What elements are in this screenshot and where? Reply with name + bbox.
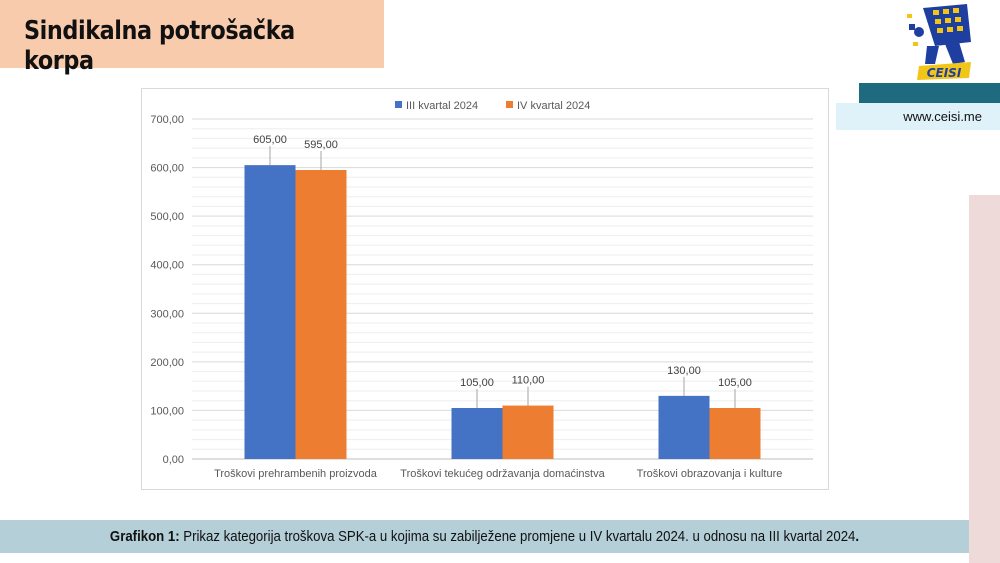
y-tick-label: 600,00: [150, 163, 184, 175]
legend-label: IV kvartal 2024: [517, 100, 590, 112]
x-tick-label: Troškovi prehrambenih proizvoda: [214, 468, 378, 480]
chart-frame: 0,00 100,00 200,00 300,00 400,00 500,00 600,00…: [141, 88, 829, 490]
data-label: 595,00: [304, 139, 338, 151]
caption-label: Grafikon 1:: [109, 528, 180, 545]
bar-chart: 0,00 100,00 200,00 300,00 400,00 500,00 600,00…: [150, 100, 813, 480]
legend-label: III kvartal 2024: [406, 100, 478, 112]
ceisi-logo: CEISI: [907, 4, 971, 80]
data-label: 605,00: [253, 134, 287, 146]
y-tick-label: 200,00: [150, 357, 184, 369]
website-url: www.ceisi.me: [903, 109, 982, 124]
data-label: 105,00: [460, 377, 494, 389]
data-label: 110,00: [512, 375, 545, 387]
bar: [709, 408, 761, 459]
legend-swatch: [395, 101, 402, 108]
y-tick-label: 500,00: [150, 211, 184, 223]
bar: [244, 165, 296, 459]
bar: [502, 405, 554, 459]
url-box: www.ceisi.me: [836, 103, 1000, 130]
y-tick-label: 700,00: [150, 114, 184, 126]
y-tick-label: 100,00: [150, 405, 184, 417]
caption-bar: Grafikon 1: Prikaz kategorija troškova S…: [0, 520, 969, 553]
slide-title: Sindikalna potrošačka korpa: [24, 16, 295, 76]
x-tick-label: Troškovi tekućeg održavanja domaćinstva: [400, 468, 605, 480]
bar: [451, 408, 503, 459]
x-tick-label: Troškovi obrazovanja i kulture: [637, 468, 783, 480]
data-label: 130,00: [667, 365, 701, 377]
y-tick-label: 0,00: [163, 454, 184, 466]
logo-text: CEISI: [927, 66, 962, 80]
y-tick-label: 300,00: [150, 308, 184, 320]
bar: [658, 395, 710, 459]
chart-caption: Grafikon 1: Prikaz kategorija troškova S…: [58, 528, 911, 545]
y-tick-label: 400,00: [150, 260, 184, 272]
bar: [295, 170, 347, 459]
title-banner: Sindikalna potrošačka korpa: [0, 0, 384, 76]
accent-bar: [859, 83, 1000, 103]
side-accent: [969, 195, 1000, 563]
caption-end: .: [855, 528, 860, 545]
legend-swatch: [506, 101, 513, 108]
data-label: 105,00: [718, 377, 752, 389]
caption-text: Prikaz kategorija troškova SPK-a u kojim…: [179, 528, 856, 545]
